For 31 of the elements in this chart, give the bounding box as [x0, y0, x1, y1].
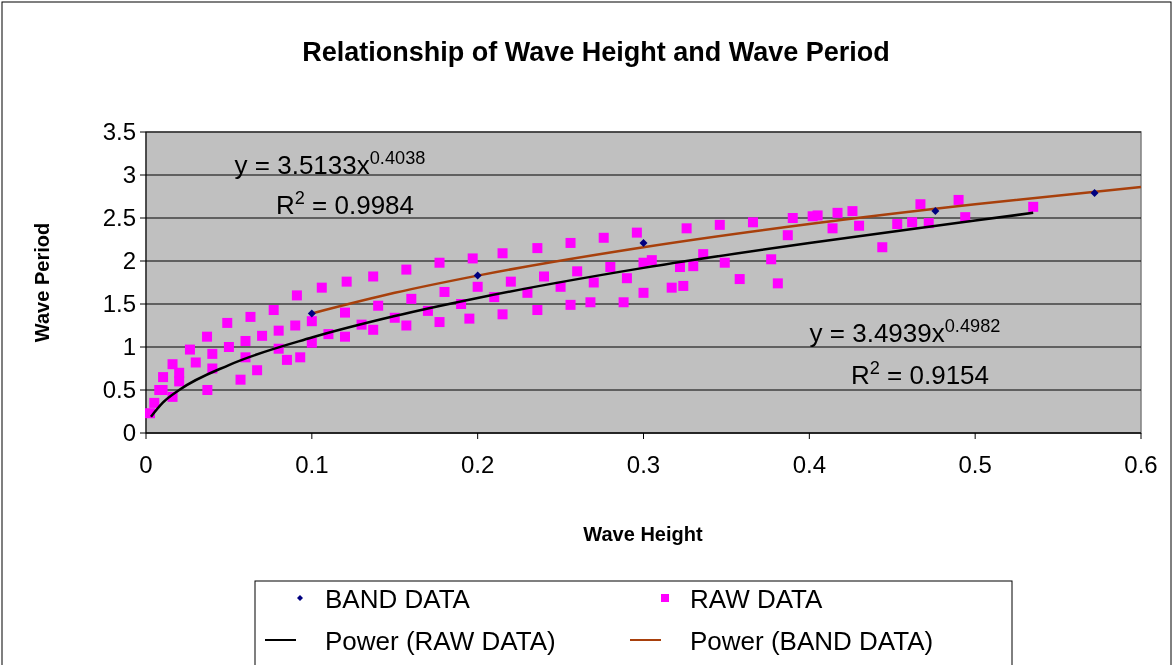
annotation: R$^{2}$ = 0.9984: [275, 188, 415, 220]
x-tick-label: 0.4: [792, 451, 827, 478]
x-tick-label: 0: [139, 451, 153, 478]
x-tick-label: 0.5: [958, 451, 992, 478]
x-tick-label: 0.2: [460, 451, 495, 478]
point: [1090, 189, 1099, 198]
point: [931, 207, 940, 216]
legend-label: RAW DATA: [690, 584, 824, 614]
x-tick-label: 0.3: [626, 451, 661, 478]
legend-label: Power (BAND DATA): [690, 626, 934, 656]
y-tick-label: 2.5: [102, 204, 136, 231]
legend-label: Power (RAW DATA): [325, 626, 556, 656]
y-tick-label: 2: [122, 247, 136, 274]
y-tick-label: 1: [122, 333, 136, 360]
y-axis-title: Wave Period: [31, 222, 53, 343]
legend-label: BAND DATA: [325, 584, 471, 614]
y-tick-label: 0.5: [102, 376, 136, 403]
x-axis-title: Wave Height: [583, 523, 703, 545]
y-tick-label: 3: [122, 161, 136, 188]
chart-title: Relationship of Wave Height and Wave Period: [302, 37, 890, 67]
point: [307, 309, 316, 318]
y-tick-label: 1.5: [102, 290, 136, 317]
x-tick-label: 0.6: [1124, 451, 1158, 478]
point: [639, 238, 648, 247]
annotation: y = 3.5133x$^{0.4038}$: [234, 148, 426, 180]
point: [473, 271, 482, 280]
y-tick-label: 0: [122, 419, 136, 446]
x-tick-label: 0.1: [295, 451, 329, 478]
annotation: y = 3.4939x$^{0.4982}$: [809, 316, 1001, 348]
y-tick-label: 3.5: [102, 118, 136, 145]
annotation: R$^{2}$ = 0.9154: [850, 358, 990, 390]
